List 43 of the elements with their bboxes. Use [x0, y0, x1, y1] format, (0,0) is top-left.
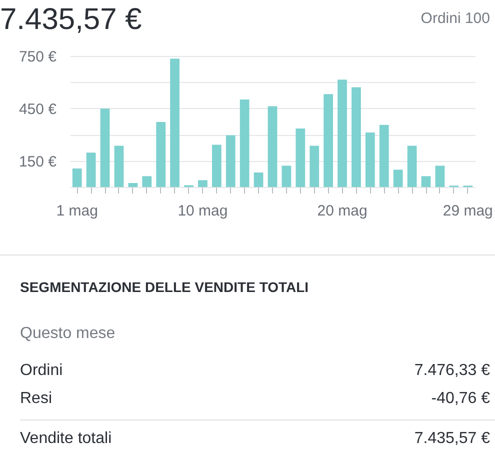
- bar: [366, 132, 375, 187]
- text: 7.435,57 €: [414, 430, 490, 447]
- text: Vendite totali: [20, 430, 112, 447]
- bar: [296, 128, 306, 187]
- chart-title: 7.435,57 €: [0, 3, 142, 36]
- y-tick-label: 750 €: [18, 48, 58, 66]
- text: Questo mese: [20, 325, 116, 342]
- bar: [352, 87, 361, 187]
- bar: [72, 168, 82, 187]
- bar: [100, 108, 110, 187]
- bar: [407, 146, 417, 187]
- x-tick-label: 1 mag: [56, 202, 98, 220]
- bar: [226, 135, 236, 187]
- bar: [282, 166, 292, 187]
- bar: [156, 122, 166, 187]
- x-tick-label: 20 mag: [317, 202, 368, 220]
- bar: [128, 182, 138, 187]
- bar: [254, 172, 264, 187]
- bar: [310, 146, 320, 187]
- x-tick-label: 10 mag: [178, 202, 228, 220]
- text: 7.476,33 €: [414, 362, 490, 379]
- text: Resi: [20, 390, 52, 407]
- bar: [338, 80, 347, 187]
- bar: [170, 58, 180, 187]
- y-tick-label: 450 €: [18, 100, 58, 118]
- chart-subtitle: Ordini 100: [420, 10, 490, 27]
- bar: [212, 144, 222, 187]
- bar: [435, 166, 445, 187]
- bar: [240, 99, 250, 187]
- text: SEGMENTAZIONE DELLE VENDITE TOTALI: [20, 279, 309, 295]
- bar: [114, 146, 124, 187]
- bar: [324, 94, 334, 187]
- y-tick-label: 150 €: [18, 153, 58, 170]
- bar: [198, 180, 208, 187]
- text: -40,76 €: [431, 390, 490, 407]
- bar: [421, 176, 431, 187]
- bar: [393, 170, 403, 187]
- x-tick-label: 29 mag: [442, 202, 493, 220]
- bar: [142, 176, 152, 187]
- bar: [268, 106, 278, 187]
- text: Ordini: [20, 362, 63, 379]
- bar: [86, 152, 96, 187]
- bar: [379, 124, 389, 187]
